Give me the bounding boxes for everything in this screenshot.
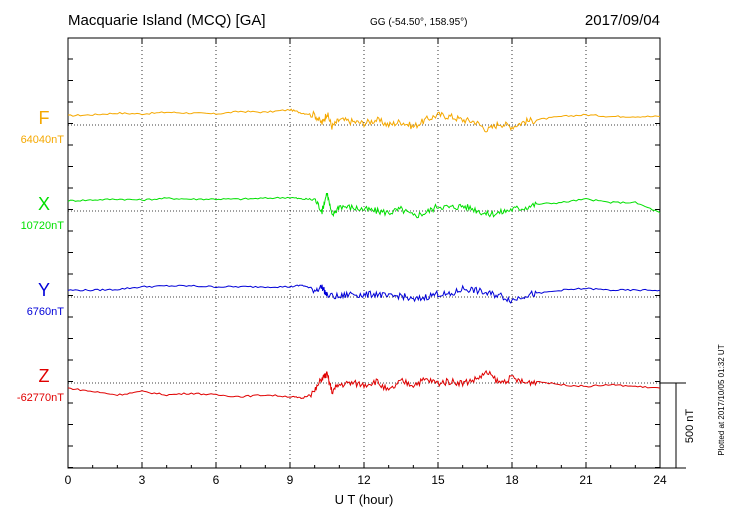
- component-label-z: Z: [39, 366, 50, 386]
- baseline-value-x: 10720nT: [21, 220, 65, 232]
- series-line-y: [67, 284, 661, 304]
- plotted-note: Plotted at 2017/10/05 01:32 UT: [717, 344, 726, 455]
- series-line-f: [67, 108, 661, 133]
- series-line-x: [67, 192, 661, 219]
- x-tick-label: 15: [431, 473, 445, 487]
- grid-lines: [141, 38, 587, 468]
- x-axis-ticks: 0 3 6 9 12 15 18 21 24: [65, 38, 667, 487]
- component-label-x: X: [38, 194, 50, 214]
- component-labels: F 64040nT X 10720nT Y 6760nT Z -62770nT: [17, 108, 64, 404]
- date-label: 2017/09/04: [585, 12, 660, 29]
- x-tick-label: 9: [287, 473, 294, 487]
- x-tick-label: 21: [579, 473, 593, 487]
- baseline-value-z: -62770nT: [17, 392, 64, 404]
- x-tick-label: 12: [357, 473, 371, 487]
- x-axis-title: U T (hour): [335, 492, 394, 507]
- x-tick-label: 0: [65, 473, 72, 487]
- series-lines: [67, 108, 661, 400]
- series-line-z: [67, 369, 661, 400]
- x-tick-label: 6: [213, 473, 220, 487]
- component-label-y: Y: [38, 280, 50, 300]
- component-label-f: F: [39, 108, 50, 128]
- x-tick-label: 3: [139, 473, 146, 487]
- baseline-value-y: 6760nT: [27, 306, 65, 318]
- x-tick-label: 24: [653, 473, 667, 487]
- scale-bar-label: 500 nT: [684, 409, 696, 444]
- x-tick-label: 18: [505, 473, 519, 487]
- coords-label: GG (-54.50°, 158.95°): [370, 17, 468, 28]
- station-title: Macquarie Island (MCQ) [GA]: [68, 12, 266, 29]
- baseline-value-f: 64040nT: [21, 134, 65, 146]
